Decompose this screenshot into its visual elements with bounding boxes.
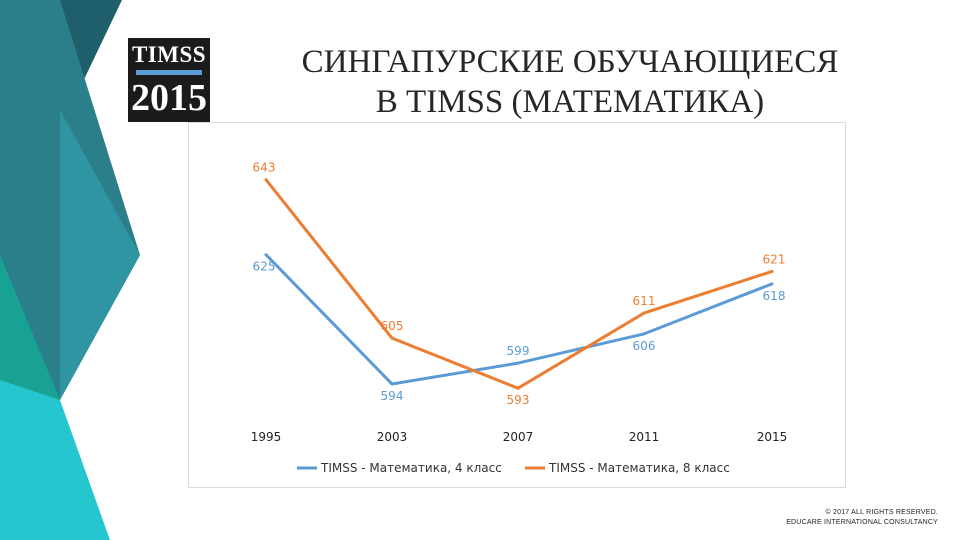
series-1-point-1995 [264,253,268,257]
series-2-point-1995 [264,178,268,182]
copyright-line-2: EDUCARE INTERNATIONAL CONSULTANCY [786,519,938,526]
legend-label-1: TIMSS - Математика, 4 класс [320,461,502,475]
data-label-series-2-1995: 643 [253,161,276,175]
deco-shape-light [0,380,110,540]
chart-area: 625 594 599 606 618 643 605 593 611 621 1995 2003 20… [188,122,846,488]
logo-text-bottom: 2015 [131,77,207,119]
title-line-1: СИНГАПУРСКИЕ ОБУЧАЮЩИЕСЯ [301,44,839,80]
legend-label-2: TIMSS - Математика, 8 класс [548,461,730,475]
copyright: © 2017 ALL RIGHTS RESERVED. EDUCARE INTE… [786,508,938,528]
data-label-series-1-2015: 618 [763,289,786,303]
data-label-series-2-2007: 593 [507,393,530,407]
x-tick-label-2003: 2003 [377,430,408,444]
deco-shape-blue [60,110,140,400]
data-label-series-1-2003: 594 [381,389,404,403]
series-2-point-2015 [770,269,774,273]
data-label-series-2-2011: 611 [633,294,656,308]
series-2-point-2003 [390,336,394,340]
series-1-point-2003 [390,382,394,386]
x-tick-label-2015: 2015 [757,430,788,444]
timss-logo: TIMSS 2015 [128,38,210,122]
data-label-series-1-2011: 606 [633,339,656,353]
data-label-series-1-1995: 625 [253,260,276,274]
series-2-point-2011 [642,311,646,315]
series-1-point-2011 [642,332,646,336]
x-tick-label-2007: 2007 [503,430,534,444]
x-tick-label-2011: 2011 [629,430,660,444]
title-line-2: В TIMSS (МАТЕМАТИКА) [375,84,765,120]
line-chart: 625 594 599 606 618 643 605 593 611 621 1995 2003 20… [251,161,788,475]
copyright-line-1: © 2017 ALL RIGHTS RESERVED. [825,509,938,516]
series-1-point-2007 [516,361,520,365]
slide-title: СИНГАПУРСКИЕ ОБУЧАЮЩИЕСЯ В TIMSS (МАТЕМА… [240,42,900,122]
series-2-point-2007 [516,386,520,390]
series-1-point-2015 [770,282,774,286]
data-label-series-1-2007: 599 [507,344,530,358]
data-label-series-2-2003: 605 [381,319,404,333]
x-tick-label-1995: 1995 [251,430,282,444]
data-label-series-2-2015: 621 [763,252,786,266]
logo-text-top: TIMSS [131,42,207,67]
logo-bar [136,70,202,75]
